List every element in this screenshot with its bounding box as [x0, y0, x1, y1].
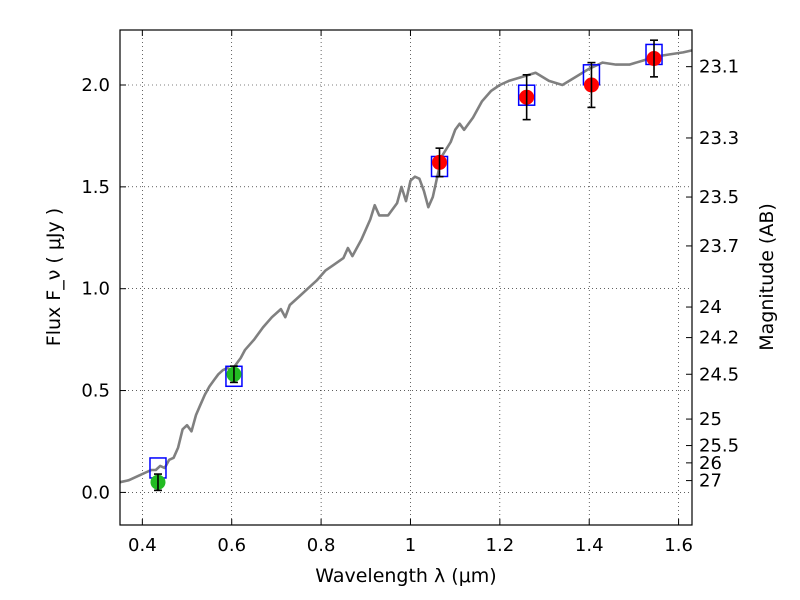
x-tick-label: 0.8 [307, 535, 336, 556]
y-tick-label: 1.5 [81, 177, 110, 198]
x-tick-label: 1 [405, 535, 416, 556]
x-tick-label: 1.4 [575, 535, 604, 556]
y-tick-label: 0.0 [81, 482, 110, 503]
right-tick-label: 27 [699, 471, 722, 492]
right-axis-label: Magnitude (AB) [756, 203, 778, 351]
y-axis-label: Flux F_ν ( μJy ) [43, 208, 65, 346]
x-axis-label: Wavelength λ (μm) [315, 565, 496, 587]
right-tick-label: 24 [699, 297, 722, 318]
right-tick-label: 23.7 [699, 236, 739, 257]
right-tick-label: 23.1 [699, 57, 739, 78]
x-tick-label: 0.6 [217, 535, 246, 556]
right-tick-label: 25.5 [699, 436, 739, 457]
right-tick-label: 26 [699, 453, 722, 474]
data-markers-layer [149, 39, 663, 492]
right-tick-label: 23.3 [699, 128, 739, 149]
tick-labels: 0.4 0.6 0.8 1 1.2 1.4 1.6 0.0 0.5 1.0 1.5 2.0 23.1 23… [81, 57, 739, 556]
x-tick-label: 1.6 [664, 535, 693, 556]
grid-lines [120, 30, 692, 525]
x-tick-label: 1.2 [486, 535, 515, 556]
right-tick-label: 24.5 [699, 364, 739, 385]
right-tick-label: 23.5 [699, 187, 739, 208]
plot-frame [119, 29, 693, 526]
y-tick-label: 0.5 [81, 381, 110, 402]
right-tick-label: 25 [699, 409, 722, 430]
right-tick-label: 24.2 [699, 328, 739, 349]
model-spectrum-layer [119, 49, 693, 484]
x-tick-label: 0.4 [128, 535, 157, 556]
axis-ticks [120, 30, 692, 525]
model-spectrum-line [119, 49, 693, 484]
y-tick-label: 2.0 [81, 75, 110, 96]
y-tick-label: 1.0 [81, 279, 110, 300]
